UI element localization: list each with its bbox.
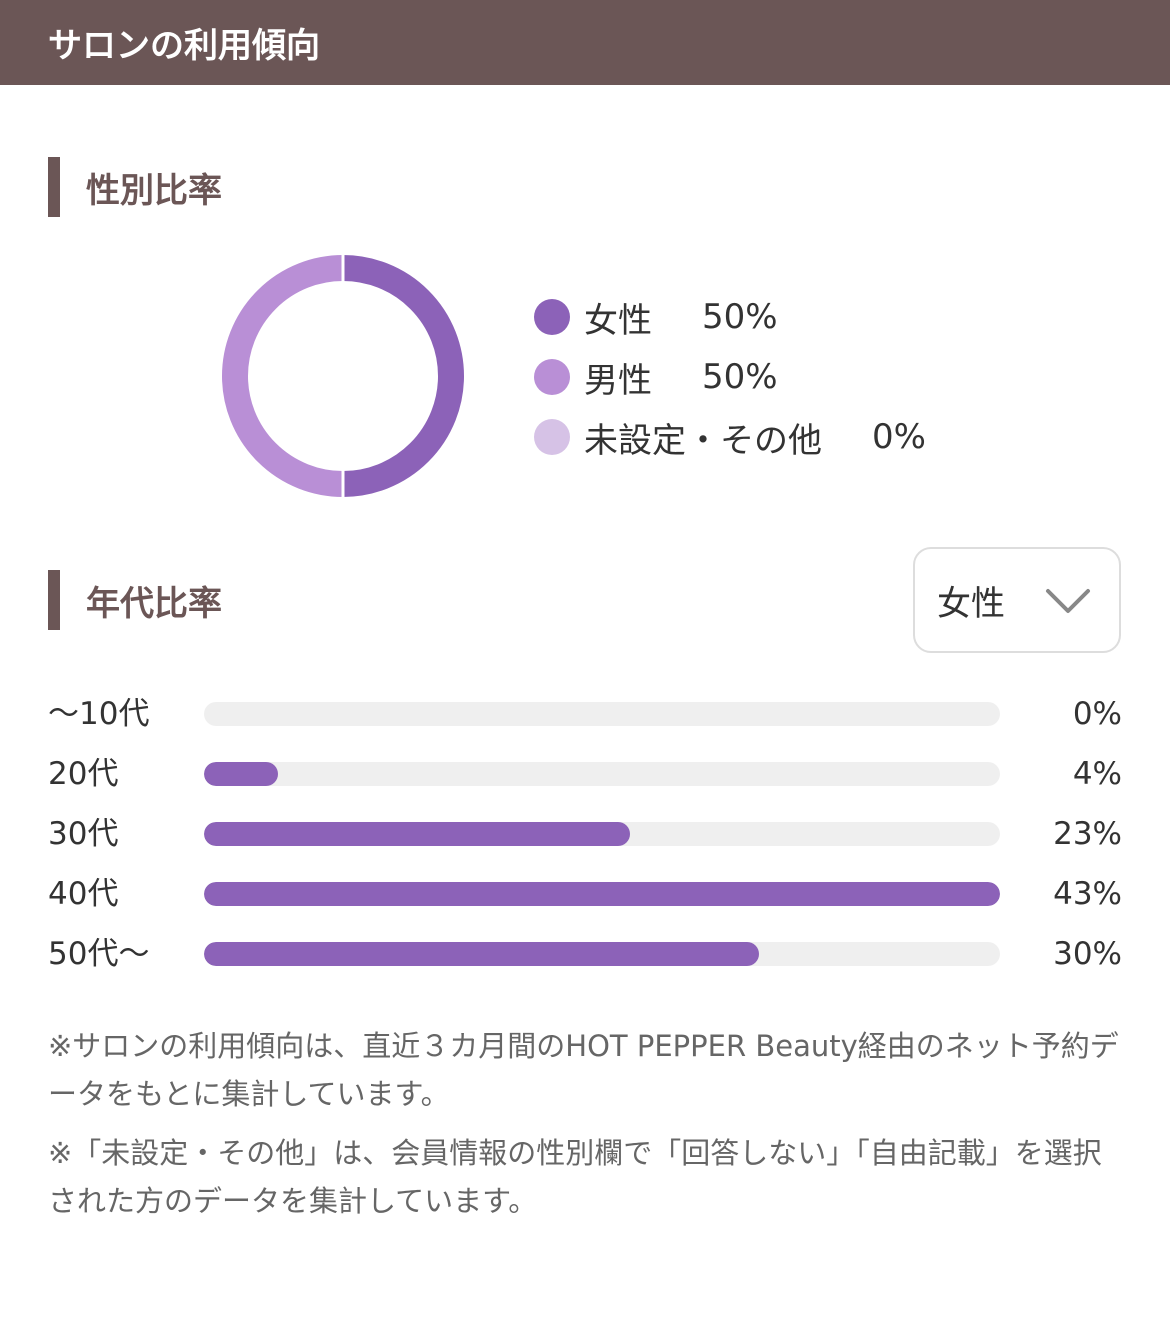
- age-bar-track: [204, 702, 1000, 726]
- age-bar-row: 20代 4%: [48, 754, 1122, 794]
- age-bar-fill: [204, 762, 278, 786]
- page-title: サロンの利用傾向: [48, 26, 320, 66]
- note-usage-source: ※サロンの利用傾向は、直近３カ月間のHOT PEPPER Beauty経由のネッ…: [48, 1029, 1119, 1111]
- gender-filter-value: 女性: [937, 583, 1005, 624]
- legend-item: 男性 50%: [534, 347, 926, 407]
- legend-swatch: [534, 419, 570, 455]
- gender-section-title-text: 性別比率: [86, 170, 222, 211]
- age-bar-label: 30代: [48, 816, 119, 852]
- age-section-title: 年代比率: [48, 570, 222, 630]
- age-bar-fill: [204, 942, 759, 966]
- legend-swatch: [534, 359, 570, 395]
- age-bar-value: 0%: [1072, 696, 1122, 732]
- age-bar-track: [204, 822, 1000, 846]
- legend-value: 50%: [702, 297, 778, 337]
- legend-label: 女性: [584, 300, 652, 341]
- chevron-down-icon: [1046, 589, 1090, 613]
- legend-value: 50%: [702, 357, 778, 397]
- donut-slice-0: [342, 255, 464, 497]
- age-bar-fill: [204, 822, 630, 846]
- age-bar-fill: [204, 882, 1000, 906]
- age-bar-label: 40代: [48, 876, 119, 912]
- page-header: サロンの利用傾向: [0, 0, 1170, 85]
- age-bar-label: 20代: [48, 756, 119, 792]
- note-unset-other: ※「未設定・その他」は、会員情報の性別欄で「回答しない」「自由記載」を選択された…: [48, 1136, 1102, 1218]
- age-bar-value: 4%: [1072, 756, 1122, 792]
- gender-filter-select[interactable]: 女性: [913, 547, 1121, 653]
- age-section-title-text: 年代比率: [86, 583, 222, 624]
- legend-label: 未設定・その他: [584, 420, 822, 461]
- age-bar-row: 30代 23%: [48, 814, 1122, 854]
- legend-item: 女性 50%: [534, 287, 926, 347]
- legend-item: 未設定・その他 0%: [534, 407, 926, 467]
- gender-section-title: 性別比率: [48, 157, 222, 217]
- age-bar-track: [204, 942, 1000, 966]
- age-bar-label: 〜10代: [48, 696, 150, 732]
- age-bar-value: 23%: [1053, 816, 1122, 852]
- age-bar-value: 30%: [1053, 936, 1122, 972]
- gender-donut-chart: [222, 255, 464, 497]
- age-bar-row: 40代 43%: [48, 874, 1122, 914]
- age-bar-row: 50代〜 30%: [48, 934, 1122, 974]
- age-bar-row: 〜10代 0%: [48, 694, 1122, 734]
- age-bar-track: [204, 762, 1000, 786]
- age-bar-label: 50代〜: [48, 936, 150, 972]
- gender-legend: 女性 50% 男性 50% 未設定・その他 0%: [534, 287, 926, 467]
- legend-swatch: [534, 299, 570, 335]
- legend-label: 男性: [584, 360, 652, 401]
- age-bar-value: 43%: [1053, 876, 1122, 912]
- legend-value: 0%: [872, 417, 926, 457]
- donut-slice-1: [222, 255, 344, 497]
- age-bar-track: [204, 882, 1000, 906]
